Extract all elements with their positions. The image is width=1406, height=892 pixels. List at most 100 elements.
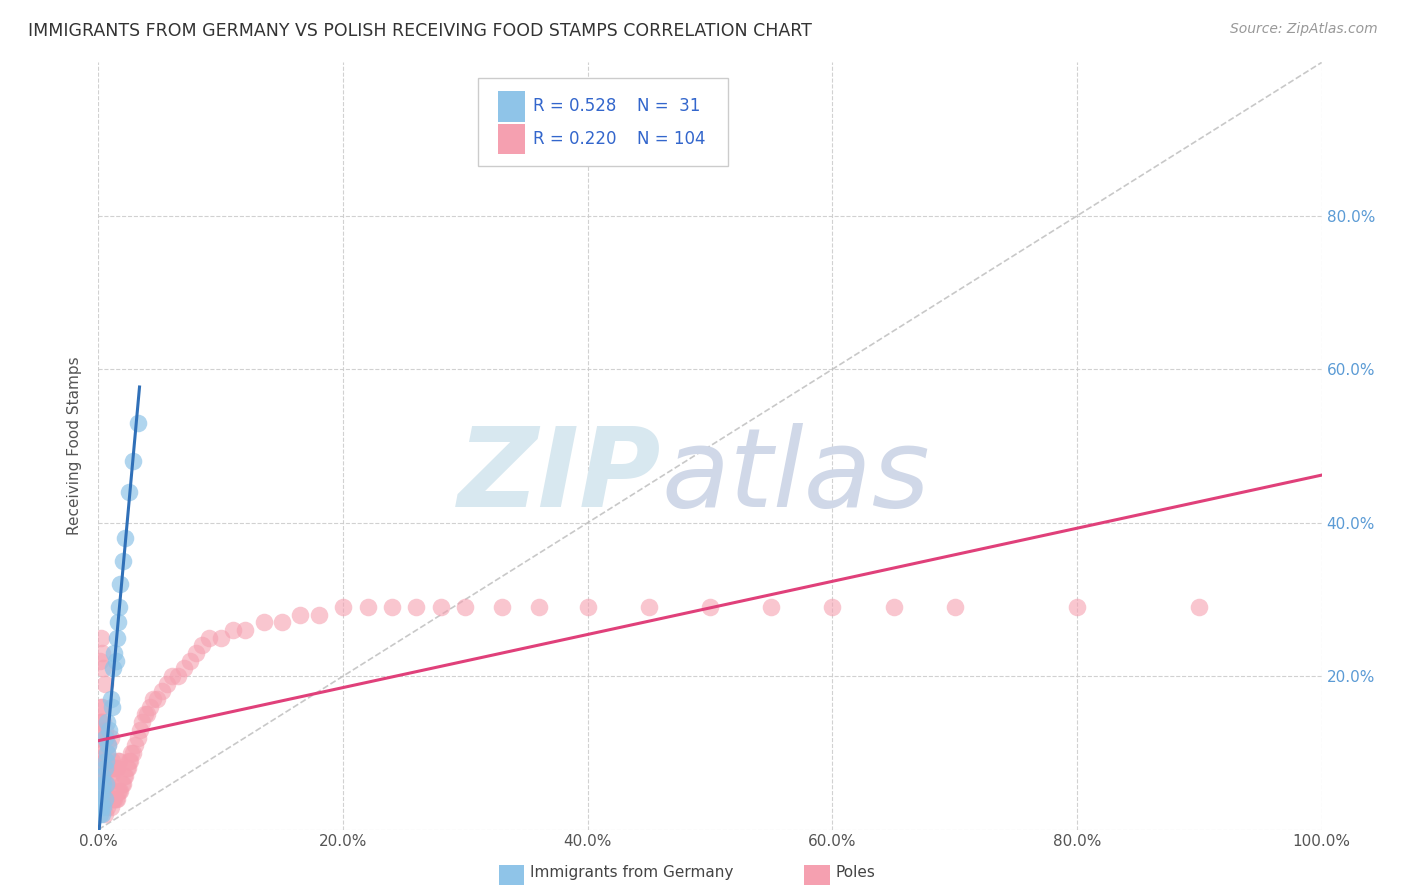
Point — [94, 754, 117, 768]
Text: Poles: Poles — [835, 865, 875, 880]
Point — [91, 715, 114, 730]
Point — [101, 754, 124, 768]
Point — [139, 699, 162, 714]
Point — [156, 677, 179, 691]
Point — [114, 531, 136, 545]
Point — [96, 776, 118, 790]
Point — [97, 769, 120, 783]
Point — [91, 761, 114, 775]
Point — [108, 784, 131, 798]
Point — [91, 799, 114, 814]
Point — [117, 761, 139, 775]
Point — [107, 754, 129, 768]
Point — [115, 761, 138, 775]
Point — [105, 761, 128, 775]
Point — [89, 731, 111, 745]
Point — [100, 769, 122, 783]
Point — [91, 792, 114, 806]
Point — [103, 646, 125, 660]
Point — [108, 754, 131, 768]
Point — [124, 738, 146, 752]
Point — [98, 723, 121, 737]
Point — [405, 600, 427, 615]
Point — [454, 600, 477, 615]
Point — [101, 661, 124, 675]
Point — [883, 600, 905, 615]
Point — [120, 746, 142, 760]
Point — [89, 654, 111, 668]
Point — [186, 646, 208, 660]
Point — [97, 738, 120, 752]
Point — [101, 699, 124, 714]
Point — [356, 600, 378, 615]
Point — [90, 799, 112, 814]
Point — [118, 485, 141, 500]
Point — [93, 776, 115, 790]
Point — [103, 792, 125, 806]
Point — [173, 661, 195, 675]
Point — [107, 784, 129, 798]
Point — [150, 684, 173, 698]
Point — [111, 776, 134, 790]
Point — [1066, 600, 1088, 615]
Point — [270, 615, 294, 630]
Point — [91, 699, 114, 714]
Point — [90, 746, 112, 760]
Point — [90, 715, 112, 730]
Point — [107, 615, 129, 630]
Point — [100, 731, 122, 745]
Point — [491, 600, 513, 615]
Point — [96, 746, 118, 760]
Bar — [498, 124, 526, 154]
Point — [104, 654, 127, 668]
Point — [91, 784, 114, 798]
Point — [93, 677, 115, 691]
Text: Immigrants from Germany: Immigrants from Germany — [530, 865, 734, 880]
Point — [252, 615, 274, 630]
Point — [308, 607, 330, 622]
Text: Source: ZipAtlas.com: Source: ZipAtlas.com — [1230, 22, 1378, 37]
Point — [131, 715, 153, 730]
Bar — [498, 91, 526, 121]
Point — [821, 600, 844, 615]
Point — [121, 454, 143, 468]
Point — [111, 554, 134, 568]
Text: R = 0.220: R = 0.220 — [533, 130, 616, 148]
Point — [136, 707, 159, 722]
Point — [110, 577, 132, 591]
Point — [191, 639, 214, 653]
Point — [93, 792, 115, 806]
Point — [90, 631, 112, 645]
Text: atlas: atlas — [661, 423, 929, 530]
Point — [637, 600, 661, 615]
Point — [94, 761, 117, 775]
Point — [90, 776, 112, 790]
Text: R = 0.528: R = 0.528 — [533, 97, 616, 115]
Point — [96, 799, 118, 814]
Point — [91, 769, 114, 783]
Point — [129, 723, 152, 737]
Point — [527, 600, 550, 615]
Point — [91, 769, 114, 783]
Point — [94, 731, 117, 745]
Point — [142, 692, 165, 706]
Text: IMMIGRANTS FROM GERMANY VS POLISH RECEIVING FOOD STAMPS CORRELATION CHART: IMMIGRANTS FROM GERMANY VS POLISH RECEIV… — [28, 22, 813, 40]
Point — [101, 792, 124, 806]
Point — [93, 723, 115, 737]
Point — [111, 776, 134, 790]
Point — [100, 692, 122, 706]
Point — [97, 738, 120, 752]
Point — [91, 746, 114, 760]
Point — [209, 631, 232, 645]
Point — [96, 746, 118, 760]
Point — [134, 707, 156, 722]
Text: N = 104: N = 104 — [637, 130, 706, 148]
Point — [127, 416, 149, 430]
Point — [233, 623, 256, 637]
Text: N =  31: N = 31 — [637, 97, 700, 115]
Point — [93, 731, 115, 745]
Point — [118, 754, 141, 768]
Point — [103, 761, 125, 775]
Point — [104, 761, 127, 775]
Point — [127, 731, 149, 745]
